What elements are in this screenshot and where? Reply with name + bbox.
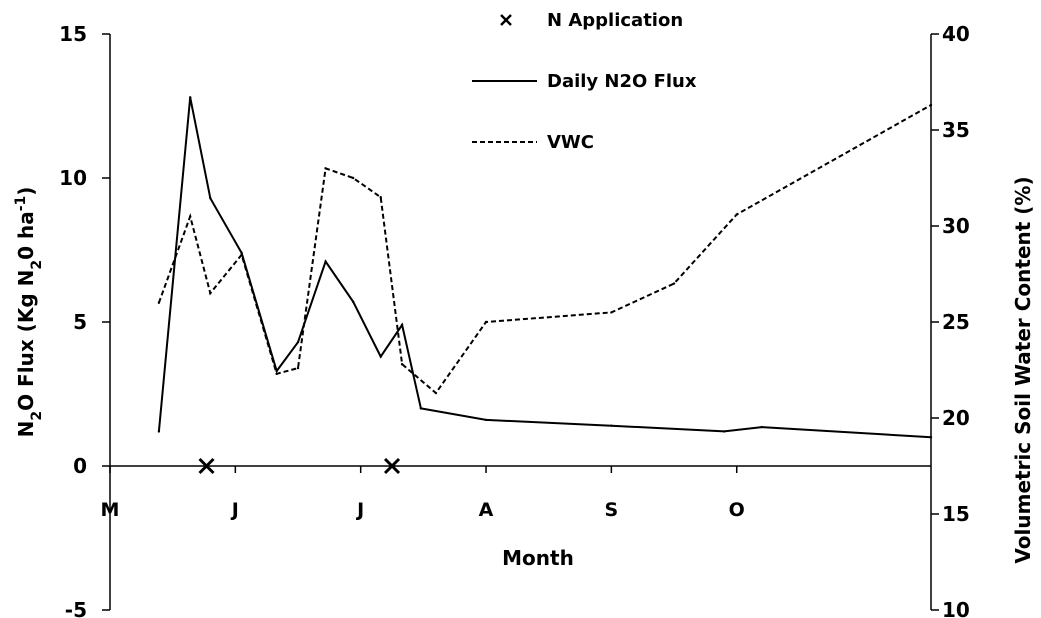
vwc-line-point	[324, 167, 327, 170]
n2o-flux-line-point	[324, 260, 327, 263]
n2o-flux-line-point	[400, 323, 404, 327]
vwc-line-point	[275, 372, 278, 376]
n2o-flux-line-point	[296, 340, 300, 344]
y-left-tick-label: -5	[65, 598, 87, 618]
vwc-line-point	[209, 292, 212, 295]
n2o-flux-line-point	[929, 436, 933, 439]
vwc-line-point	[240, 253, 243, 256]
n2o-flux-line-point	[157, 430, 161, 433]
vwc-line-point	[189, 215, 192, 218]
y-right-tick-label: 40	[942, 22, 970, 46]
n2o-flux-line-point	[760, 425, 763, 429]
n-application-markers	[198, 457, 401, 475]
y-axis-title-right: Volumetric Soil Water Content (%)	[1011, 176, 1035, 563]
n2o-flux-line-point	[379, 355, 382, 358]
n2o-flux-line-point	[189, 96, 192, 99]
n-application-marker	[198, 457, 215, 475]
n2o-flux-line-point	[351, 300, 355, 304]
legend-label: N Application	[547, 10, 683, 31]
legend-label: Daily N2O Flux	[547, 71, 697, 92]
n2o-flux-line-point	[275, 369, 278, 373]
axes: -5 0 5 10 15 10 15 20 25 30 35 40 M J J A S O	[59, 22, 970, 618]
n2o-flux-line-point	[722, 430, 726, 433]
y-right-tick-label: 10	[942, 598, 970, 618]
vwc-line-point	[484, 320, 488, 324]
y-axis-title-left: N2O Flux (Kg N20 ha-1)	[13, 187, 45, 438]
legend: N Application Daily N2O Flux VWC	[472, 10, 697, 153]
y-right-tick-label: 15	[942, 502, 970, 526]
n2o-flux-line-point	[419, 407, 423, 410]
x-marker-stroke	[198, 457, 215, 475]
vwc-line-point	[434, 391, 438, 395]
vwc-line-point	[296, 366, 300, 370]
vwc-line-point	[735, 213, 738, 216]
vwc-line-point	[610, 311, 613, 314]
vwc-line	[157, 104, 932, 395]
y-left-tick-label: 15	[59, 22, 87, 46]
y-left-tick-label: 0	[73, 454, 87, 478]
legend-label: VWC	[547, 132, 594, 153]
x-tick-label: A	[479, 499, 494, 521]
x-tick-label: M	[101, 499, 120, 521]
y-right-tick-label: 35	[942, 118, 970, 142]
vwc-line-point	[929, 103, 933, 107]
vwc-line-point	[379, 196, 382, 199]
n2o-flux-line	[157, 97, 932, 439]
x-marker-stroke	[383, 457, 401, 475]
vwc-line-point	[351, 176, 355, 180]
n2o-flux-line-point	[484, 418, 488, 422]
x-axis-title: Month	[502, 546, 574, 570]
y-right-tick-label: 30	[942, 214, 970, 238]
legend-vwc: VWC	[472, 132, 594, 153]
legend-daily-n2o-flux: Daily N2O Flux	[472, 71, 697, 92]
n2o-flux-line-point	[610, 424, 613, 427]
y-right-tick-label: 25	[942, 310, 970, 334]
x-tick-label: J	[355, 499, 364, 521]
x-tick-label: J	[230, 499, 239, 521]
vwc-line-point	[672, 282, 676, 285]
x-tick-label: O	[729, 499, 745, 521]
n-application-marker	[383, 457, 401, 475]
n2o-flux-line-point	[209, 196, 212, 200]
x-tick-label: S	[605, 499, 619, 521]
vwc-line-point	[157, 301, 161, 304]
legend-x-marker	[500, 14, 512, 26]
series-layer	[157, 96, 933, 439]
vwc-line-point	[400, 363, 404, 366]
y-left-tick-label: 5	[73, 310, 87, 334]
y-right-tick-label: 20	[942, 406, 970, 430]
legend-n-application: N Application	[500, 10, 683, 31]
y-left-tick-label: 10	[59, 166, 87, 190]
